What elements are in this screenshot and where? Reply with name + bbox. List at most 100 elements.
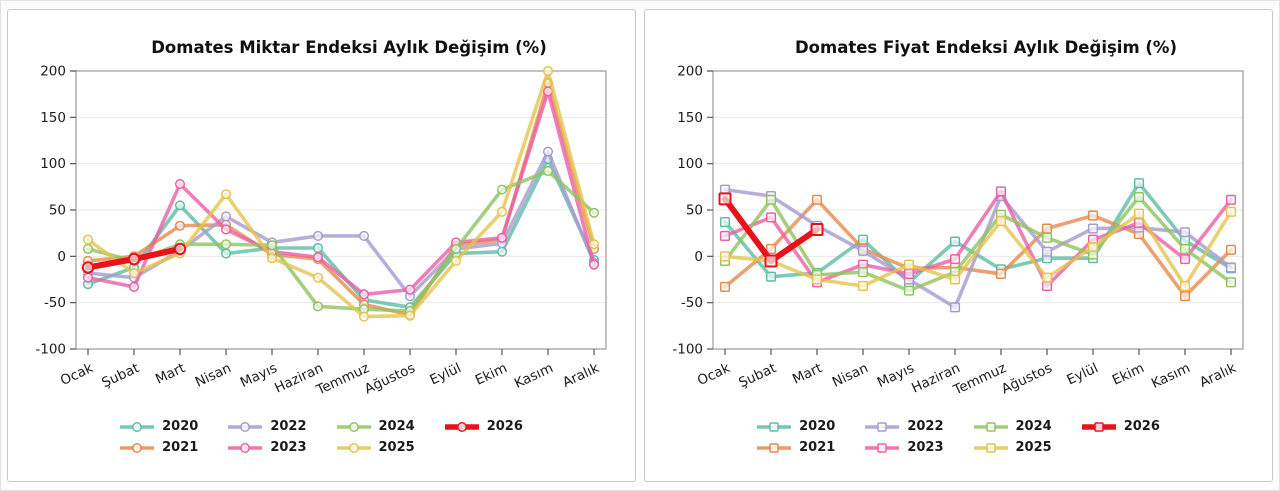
series-marker-2025 (1087, 242, 1098, 253)
series-marker-2025 (128, 267, 139, 279)
series-marker-2025 (995, 216, 1006, 227)
y-tick-label: 150 (677, 110, 703, 126)
series-marker-2024 (312, 301, 323, 312)
x-tick-label: Ağustos (362, 360, 418, 397)
series-marker-2024 (450, 243, 461, 254)
series-marker-2022 (1179, 227, 1190, 238)
chart-panel-miktar: 200 150 100 50 0 -50 -100 Ocak Şubat Mart Nisan May… (7, 9, 636, 482)
y-tick-label: 200 (677, 64, 703, 80)
legend-item-2020: 2020 (120, 420, 198, 434)
legend-item-2024: 2024 (973, 419, 1052, 434)
series-marker-2025 (496, 206, 507, 217)
series-marker-2024 (765, 194, 776, 205)
series-marker-2024 (266, 240, 277, 251)
series-marker-2023 (312, 252, 323, 263)
legend-label: 2024 (378, 419, 415, 434)
series-marker-2022 (220, 211, 231, 222)
y-tick-label: -50 (43, 295, 65, 311)
series-marker-2020 (496, 246, 507, 257)
series-line-2025 (85, 69, 596, 319)
legend-label: 2026 (1123, 419, 1160, 434)
legend-swatch-2022 (228, 421, 263, 432)
series-line-2023 (85, 89, 596, 297)
x-tick-label: Şubat (99, 360, 141, 391)
series-marker-2025 (266, 253, 277, 264)
series-marker-2024 (1179, 243, 1190, 254)
x-tick-label: Temmuz (313, 360, 372, 399)
x-tick-label: Mart (153, 360, 188, 388)
x-tick-label: Ocak (57, 360, 95, 389)
series-marker-2020 (312, 242, 323, 254)
fiyat-legend: 2020 2021 2022 2023 2024 2025 2026 (645, 417, 1272, 457)
series-marker-2024 (542, 166, 553, 177)
legend-item-2023: 2023 (865, 440, 944, 455)
x-tick-label: Nisan (192, 360, 233, 390)
series-marker-2026 (810, 222, 823, 236)
series-marker-2023 (588, 259, 599, 270)
series-marker-2021 (765, 243, 776, 254)
y-tick-label: 200 (40, 64, 66, 80)
series-marker-2023 (404, 284, 415, 295)
x-tick-label: Ekim (472, 360, 509, 389)
series-marker-2023 (995, 186, 1006, 197)
chart-panel-fiyat: 200 150 100 50 0 -50 -100 Ocak Şubat Mart Nisan May… (644, 9, 1273, 482)
y-tick-label: 150 (40, 110, 66, 126)
legend-item-2020: 2020 (757, 420, 835, 434)
series-line-2024 (722, 195, 1233, 293)
series-marker-2022 (1041, 246, 1052, 257)
series-marker-2025 (450, 255, 461, 267)
series-marker-2021 (1225, 244, 1236, 255)
series-marker-2022 (1087, 223, 1098, 234)
series-marker-2020 (174, 200, 185, 211)
series-marker-2025 (312, 272, 323, 283)
series-marker-2021 (1087, 210, 1098, 221)
series-marker-2025 (542, 65, 553, 77)
x-tick-label: Ekim (1109, 360, 1146, 389)
series-marker-2020 (220, 248, 231, 259)
series-marker-2023 (1041, 280, 1052, 292)
series-marker-2026 (718, 192, 731, 206)
series-marker-2023 (82, 272, 93, 283)
miktar-legend: 2020 2021 2022 2023 2024 2025 2026 (8, 417, 635, 457)
x-tick-label: Temmuz (950, 360, 1009, 399)
legend-item-2021: 2021 (120, 441, 198, 455)
legend-swatch-2020 (757, 421, 792, 432)
legend-swatch-2022 (865, 421, 900, 432)
legend-label: 2020 (799, 419, 836, 434)
series-marker-2024 (857, 267, 868, 278)
series-marker-2020 (857, 234, 868, 245)
x-tick-label: Ocak (694, 360, 732, 389)
legend-swatch-2023 (865, 442, 900, 453)
series-marker-2022 (312, 230, 323, 241)
legend-label: 2024 (1015, 419, 1052, 434)
series-marker-2024 (903, 285, 914, 296)
legend-label: 2022 (270, 419, 307, 434)
legend-swatch-2024 (973, 421, 1008, 432)
series-marker-2020 (719, 216, 730, 228)
legend-swatch-2026 (444, 421, 479, 432)
series-marker-2020 (765, 271, 776, 282)
legend-label: 2023 (907, 440, 944, 455)
series-marker-2023 (765, 212, 776, 223)
series-marker-2025 (1225, 206, 1236, 217)
series-marker-2023 (220, 224, 231, 235)
series-marker-2024 (1133, 191, 1144, 203)
series-marker-2024 (1041, 232, 1052, 243)
x-tick-label: Eylül (1064, 360, 1100, 388)
series-marker-2023 (1225, 194, 1236, 205)
series-marker-2025 (82, 234, 93, 245)
series-line-2021 (722, 198, 1233, 298)
legend-swatch-2025 (336, 442, 371, 453)
y-tick-label: 50 (48, 203, 65, 219)
series-marker-2026 (173, 242, 186, 256)
y-tick-label: 0 (694, 249, 703, 265)
series-marker-2023 (174, 179, 185, 190)
legend-swatch-2026 (1081, 421, 1116, 432)
legend-swatch-2023 (228, 442, 263, 453)
legend-swatch-2021 (757, 442, 792, 453)
chart-title: Domates Fiyat Endeksi Aylık Değişim (%) (794, 38, 1176, 57)
x-tick-label: Aralık (560, 360, 602, 391)
series-marker-2022 (358, 230, 369, 241)
legend-swatch-2024 (336, 421, 371, 432)
